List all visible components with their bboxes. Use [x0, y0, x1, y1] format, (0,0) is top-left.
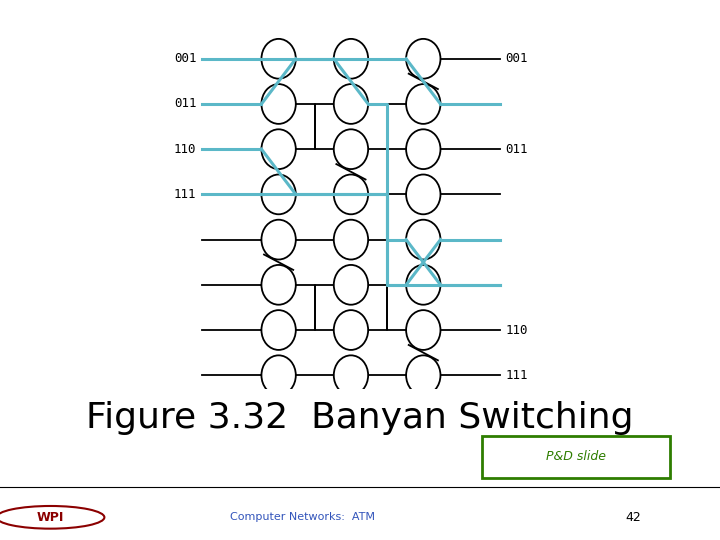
- Ellipse shape: [261, 220, 296, 260]
- Ellipse shape: [406, 84, 441, 124]
- Ellipse shape: [261, 310, 296, 350]
- Ellipse shape: [334, 220, 368, 260]
- Text: 011: 011: [505, 143, 528, 156]
- Text: 011: 011: [174, 98, 197, 111]
- Text: 110: 110: [174, 143, 197, 156]
- Ellipse shape: [334, 129, 368, 169]
- Ellipse shape: [261, 355, 296, 395]
- Ellipse shape: [406, 39, 441, 79]
- Text: WPI: WPI: [37, 511, 64, 524]
- Ellipse shape: [406, 129, 441, 169]
- Ellipse shape: [406, 310, 441, 350]
- Ellipse shape: [334, 355, 368, 395]
- Ellipse shape: [334, 265, 368, 305]
- FancyBboxPatch shape: [482, 436, 670, 478]
- Ellipse shape: [406, 355, 441, 395]
- Text: 111: 111: [174, 188, 197, 201]
- Ellipse shape: [406, 174, 441, 214]
- Text: P&D slide: P&D slide: [546, 450, 606, 463]
- Ellipse shape: [406, 220, 441, 260]
- Text: Figure 3.32  Banyan Switching: Figure 3.32 Banyan Switching: [86, 401, 634, 435]
- Ellipse shape: [406, 265, 441, 305]
- Text: 001: 001: [505, 52, 528, 65]
- Text: 111: 111: [505, 369, 528, 382]
- Ellipse shape: [261, 265, 296, 305]
- Text: 110: 110: [505, 323, 528, 336]
- Ellipse shape: [261, 129, 296, 169]
- Ellipse shape: [261, 174, 296, 214]
- Ellipse shape: [334, 84, 368, 124]
- Text: Computer Networks:  ATM: Computer Networks: ATM: [230, 512, 375, 522]
- Ellipse shape: [261, 39, 296, 79]
- Ellipse shape: [261, 84, 296, 124]
- Ellipse shape: [334, 39, 368, 79]
- Ellipse shape: [334, 310, 368, 350]
- Ellipse shape: [334, 174, 368, 214]
- Text: 001: 001: [174, 52, 197, 65]
- Text: 42: 42: [626, 511, 642, 524]
